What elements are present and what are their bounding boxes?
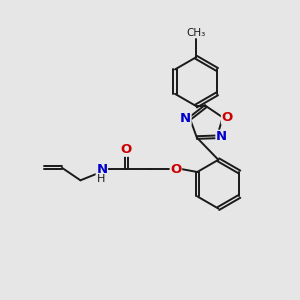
Text: O: O	[221, 111, 233, 124]
Text: CH₃: CH₃	[186, 28, 206, 38]
Text: O: O	[170, 163, 182, 176]
Text: N: N	[180, 112, 191, 125]
Text: N: N	[96, 163, 107, 176]
Text: O: O	[121, 143, 132, 156]
Text: H: H	[98, 174, 106, 184]
Text: N: N	[216, 130, 227, 143]
